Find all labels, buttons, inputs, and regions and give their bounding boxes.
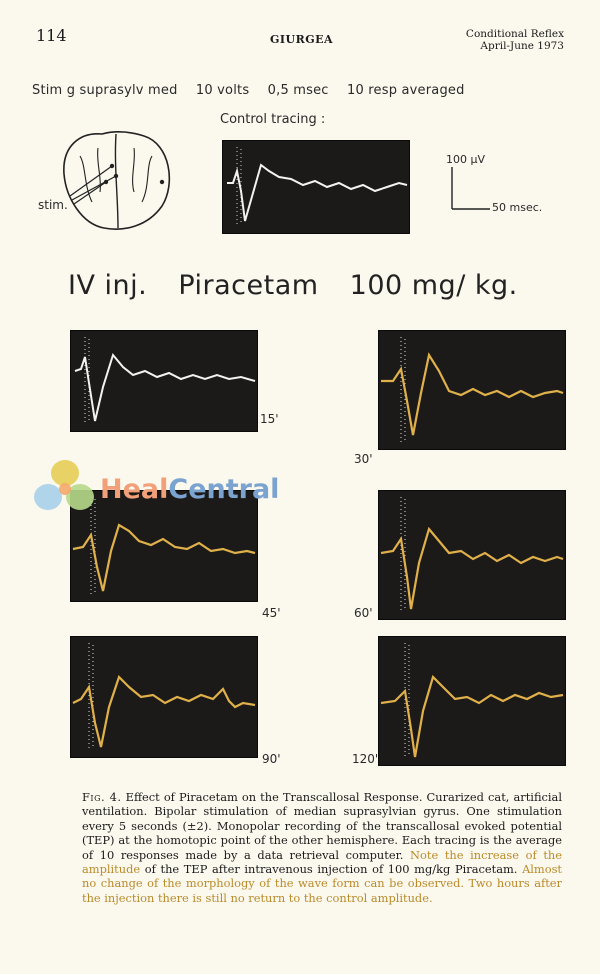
tracing-panel-15 [70,330,258,432]
time-label-15: 15' [260,412,279,426]
journal-info: Conditional Reflex April-June 1973 [466,28,564,52]
tracing-panel-60 [378,490,566,620]
stim-label: stim. [38,198,68,212]
drug-name: Piracetam [178,270,319,301]
trace-line-60 [380,526,564,610]
stim-duration: 0,5 msec [267,83,329,98]
scale-vertical-label: 100 µV [446,153,486,166]
time-label-120: 120' [352,752,379,766]
healcentral-watermark: HealCentral [100,474,279,505]
caption-highlight-1: Note the increase of the amplitude [82,847,563,877]
trace-line-15 [74,352,256,422]
watermark-heal: Heal [100,474,169,505]
journal-name: Conditional Reflex [465,28,564,40]
injection-route: IV inj. [68,270,148,301]
control-tracing-panel [222,140,410,234]
trace-line-45 [72,523,256,592]
tracing-panel-90 [70,636,258,758]
caption-middle-text: of the TEP after intravenous injection o… [144,862,518,877]
page-number: 114 [36,26,67,45]
stim-site: Stim g suprasylv med [32,83,178,98]
time-label-90: 90' [262,752,281,766]
tracing-panel-45 [70,490,258,602]
caption-main-text: Effect of Piracetam on the Transcallosal… [82,790,562,862]
stim-averaging: 10 resp averaged [346,83,465,98]
control-tracing-label: Control tracing : [220,112,326,127]
injection-title: IV inj. Piracetam 100 mg/ kg. [68,270,540,301]
healcentral-logo-icon [30,455,100,529]
stimulation-parameters: Stim g suprasylv med 10 volts 0,5 msec 1… [32,83,479,98]
stim-voltage: 10 volts [195,83,250,98]
caption-highlight-2: Almost no change of the morphology of th… [82,862,563,905]
trace-line-90 [72,674,256,748]
journal-date: April-June 1973 [480,40,564,52]
scale-bar: 100 µV 50 msec. [440,153,560,227]
time-label-60: 60' [354,606,373,620]
trace-line-30 [381,352,564,436]
brain-diagram: stim. [38,126,190,240]
drug-dose: 100 mg/ kg. [349,270,518,301]
figure-label: Fig. 4. [82,790,122,804]
figure-caption: Fig. 4. Effect of Piracetam on the Trans… [82,790,562,905]
time-label-45: 45' [262,606,281,620]
watermark-central: Central [168,474,280,505]
time-label-30: 30' [354,452,373,466]
trace-line-120 [380,674,564,758]
tracing-panel-120 [378,636,566,766]
scale-horizontal-label: 50 msec. [492,201,543,214]
running-head-author: GIURGEA [270,33,334,46]
tracing-panel-30 [378,330,566,450]
